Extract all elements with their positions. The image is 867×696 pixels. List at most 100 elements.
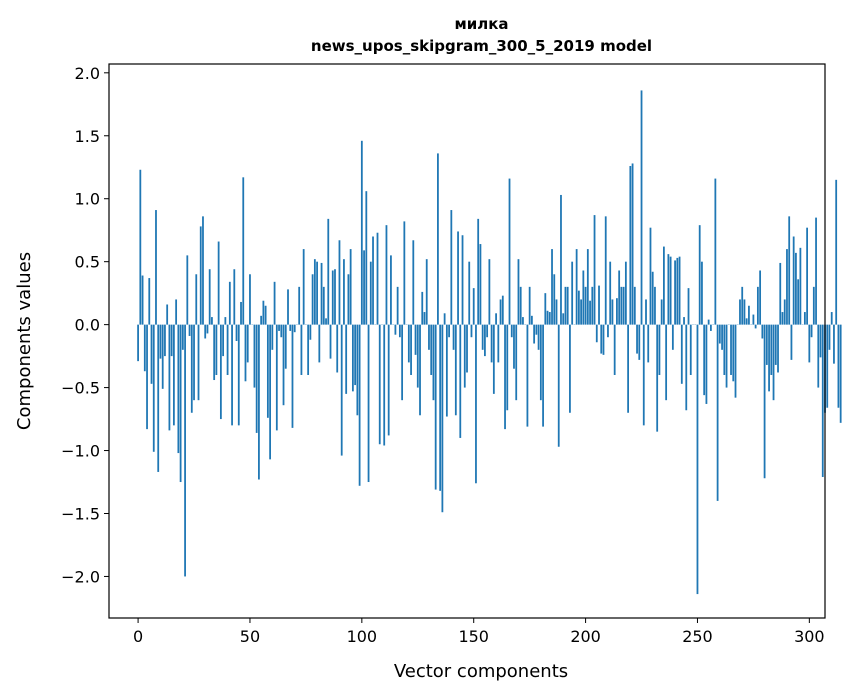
bar — [280, 324, 283, 338]
bar — [530, 315, 533, 325]
y-tick-label: 0.0 — [75, 316, 100, 335]
bar — [683, 317, 685, 325]
bar — [718, 324, 721, 344]
bar — [734, 324, 737, 398]
bar — [649, 227, 652, 325]
bar — [211, 317, 213, 325]
bar — [582, 270, 585, 325]
bar — [763, 324, 766, 479]
bar — [363, 250, 365, 325]
bar — [466, 324, 468, 373]
bar — [432, 324, 435, 401]
bar — [566, 286, 569, 325]
x-tick-label: 200 — [570, 627, 601, 646]
bar — [821, 324, 824, 477]
bar — [240, 301, 242, 325]
bar — [195, 274, 198, 325]
bar — [765, 324, 768, 365]
bar — [322, 286, 325, 325]
bar — [828, 324, 831, 350]
bar — [557, 324, 560, 447]
bar — [705, 324, 708, 404]
bar — [226, 324, 229, 375]
bar — [739, 299, 741, 325]
bar — [170, 324, 173, 357]
bar — [468, 261, 471, 325]
y-axis-label: Components values — [14, 252, 35, 430]
bar — [486, 324, 489, 338]
bar — [609, 261, 612, 325]
bar — [803, 312, 806, 325]
bar — [219, 324, 222, 420]
bar — [703, 324, 706, 396]
bar — [517, 259, 520, 325]
bar — [546, 310, 549, 325]
bar — [443, 313, 446, 325]
bar — [808, 324, 811, 363]
bar — [168, 324, 171, 431]
bar — [351, 324, 354, 392]
bar — [535, 324, 538, 335]
bar — [687, 288, 690, 325]
bar — [761, 324, 764, 339]
bar — [716, 324, 719, 501]
bar — [591, 286, 594, 325]
bar — [340, 324, 343, 456]
bar — [217, 241, 220, 325]
bar — [501, 295, 504, 325]
bar — [839, 324, 842, 423]
bar — [577, 290, 580, 325]
bar — [539, 324, 542, 401]
bar — [768, 324, 770, 392]
bar — [161, 324, 164, 389]
x-tick-label: 0 — [133, 627, 143, 646]
bar — [508, 178, 511, 325]
bar — [224, 317, 227, 325]
bar — [360, 140, 363, 325]
bar — [786, 249, 788, 325]
bar — [345, 324, 348, 394]
bar — [266, 324, 269, 418]
bar — [569, 324, 571, 413]
bar — [146, 324, 148, 430]
bar — [289, 324, 292, 331]
bar — [311, 274, 314, 325]
bar — [461, 235, 464, 325]
y-tick-label: 1.0 — [75, 190, 100, 209]
bar — [242, 177, 245, 325]
y-tick-label: 2.0 — [75, 64, 100, 83]
bar — [528, 286, 531, 325]
bar — [788, 216, 791, 325]
bar — [215, 324, 218, 375]
bar — [656, 324, 659, 432]
x-tick-label: 300 — [794, 627, 825, 646]
bar — [651, 271, 654, 325]
bar — [537, 324, 540, 350]
bar — [752, 314, 755, 325]
bar — [273, 281, 276, 325]
bar — [439, 324, 442, 491]
bar — [152, 324, 155, 452]
bars-group — [137, 90, 842, 595]
bar — [401, 324, 404, 401]
bar — [555, 299, 558, 325]
bar — [150, 324, 153, 384]
bar — [732, 324, 735, 382]
bar — [589, 300, 591, 325]
x-axis: 0 50 100 150 200 250 300 — [133, 618, 825, 646]
bar — [177, 324, 180, 454]
bar — [745, 318, 748, 325]
bar — [347, 274, 350, 325]
bar — [175, 299, 178, 325]
bar — [624, 261, 627, 325]
bar — [181, 324, 184, 350]
bar — [139, 169, 142, 325]
bar — [338, 240, 341, 325]
bar — [616, 298, 618, 325]
bar — [515, 324, 518, 401]
y-tick-label: −2.0 — [61, 567, 100, 586]
x-tick-label: 250 — [682, 627, 713, 646]
bar — [387, 324, 390, 436]
bar — [522, 317, 524, 325]
